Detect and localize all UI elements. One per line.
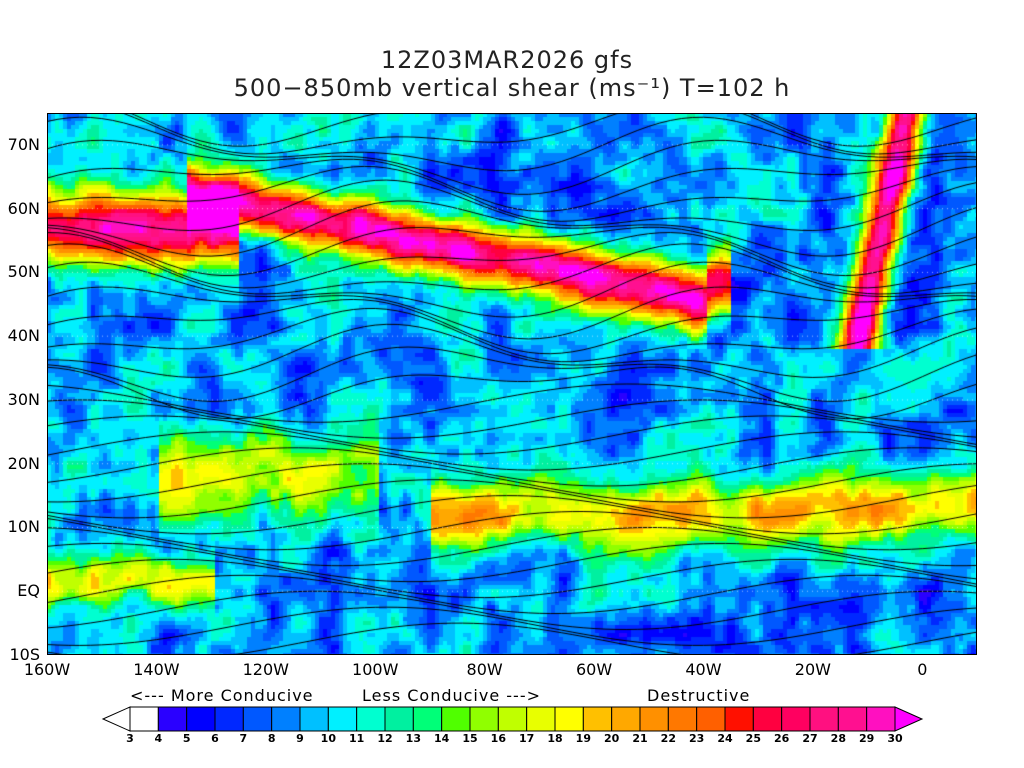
colorbar-box bbox=[582, 706, 613, 732]
legend-destructive: Destructive bbox=[647, 686, 751, 705]
colorbar-label: 17 bbox=[519, 732, 535, 745]
colorbar-label: 8 bbox=[267, 732, 276, 745]
colorbar-box bbox=[129, 706, 159, 732]
colorbar-box bbox=[384, 706, 414, 732]
colorbar-label: 10 bbox=[320, 732, 336, 745]
colorbar-box bbox=[667, 706, 698, 732]
lat-label: 10S bbox=[9, 645, 40, 664]
colorbar-label: 28 bbox=[830, 732, 846, 745]
colorbar-box bbox=[752, 706, 783, 732]
lat-label: 50N bbox=[7, 262, 40, 282]
lon-label: 100W bbox=[352, 660, 399, 679]
legend-more-conducive: <--- More Conducive bbox=[130, 686, 314, 705]
colorbar-label: 15 bbox=[462, 732, 478, 745]
colorbar-box bbox=[526, 706, 556, 732]
colorbar-label: 11 bbox=[349, 732, 365, 745]
lat-label: 60N bbox=[7, 198, 40, 218]
colorbar-box bbox=[441, 706, 471, 732]
colorbar-box bbox=[497, 706, 528, 732]
colorbar-label: 22 bbox=[660, 732, 676, 745]
colorbar-box bbox=[299, 706, 329, 732]
lat-label: 70N bbox=[7, 134, 40, 154]
colorbar-label: 6 bbox=[211, 732, 219, 745]
colorbar-box bbox=[214, 706, 244, 732]
colorbar-under-arrow bbox=[101, 706, 131, 732]
title-line-1: 12Z03MAR2026 gfs bbox=[380, 46, 634, 74]
colorbar-label: 29 bbox=[859, 732, 875, 745]
colorbar-box bbox=[554, 706, 584, 732]
colorbar-label: 4 bbox=[154, 732, 163, 745]
colorbar-label: 30 bbox=[887, 732, 903, 745]
colorbar-box bbox=[781, 706, 811, 732]
colorbar-box bbox=[271, 706, 301, 732]
colorbar-label: 18 bbox=[547, 732, 563, 745]
colorbar-label: 9 bbox=[296, 732, 304, 745]
lon-label: 20W bbox=[794, 660, 831, 679]
colorbar-label: 14 bbox=[434, 732, 450, 745]
colorbar-label: 20 bbox=[604, 732, 620, 745]
legend-less-conducive: Less Conducive ---> bbox=[362, 686, 541, 705]
colorbar-label: 16 bbox=[490, 732, 506, 745]
colorbar-box bbox=[469, 706, 499, 732]
colorbar-label: 24 bbox=[717, 732, 733, 745]
lon-label: 0 bbox=[917, 660, 928, 679]
colorbar-label: 5 bbox=[182, 732, 191, 745]
colorbar-box bbox=[611, 706, 641, 732]
lon-label: 80W bbox=[466, 660, 503, 679]
map-frame bbox=[47, 113, 977, 655]
lon-label: 140W bbox=[133, 660, 180, 679]
colorbar-label: 3 bbox=[126, 732, 134, 745]
colorbar-box bbox=[809, 706, 839, 732]
lat-label: EQ bbox=[17, 581, 40, 601]
shear-field-map bbox=[47, 113, 977, 655]
colorbar-label: 26 bbox=[774, 732, 790, 745]
colorbar-label: 23 bbox=[689, 732, 705, 745]
lat-label: 40N bbox=[7, 326, 40, 346]
colorbar-box bbox=[356, 706, 386, 732]
colorbar-box bbox=[724, 706, 754, 732]
colorbar-label: 25 bbox=[745, 732, 761, 745]
lon-label: 120W bbox=[242, 660, 289, 679]
lon-label: 160W bbox=[23, 660, 71, 679]
lat-label: 30N bbox=[7, 389, 40, 409]
colorbar bbox=[101, 706, 924, 732]
lat-label: 20N bbox=[7, 453, 40, 473]
colorbar-box bbox=[696, 706, 726, 732]
colorbar-label: 21 bbox=[632, 732, 648, 745]
colorbar-box bbox=[186, 706, 216, 732]
colorbar-label: 12 bbox=[377, 732, 393, 745]
colorbar-box bbox=[157, 706, 188, 732]
colorbar-box bbox=[412, 706, 443, 732]
colorbar-label: 19 bbox=[575, 732, 591, 745]
colorbar-box bbox=[242, 706, 273, 732]
colorbar-label: 27 bbox=[802, 732, 818, 745]
title-line-2: 500−850mb vertical shear (ms⁻¹) T=102 h bbox=[233, 74, 791, 102]
lon-label: 40W bbox=[685, 660, 722, 679]
colorbar-label: 13 bbox=[405, 732, 421, 745]
colorbar-over-arrow bbox=[894, 706, 924, 732]
lon-label: 60W bbox=[575, 660, 613, 679]
colorbar-box bbox=[327, 706, 358, 732]
lat-label: 10N bbox=[7, 517, 40, 537]
colorbar-label: 7 bbox=[239, 732, 248, 745]
colorbar-box bbox=[837, 706, 868, 732]
colorbar-box bbox=[639, 706, 669, 732]
colorbar-box bbox=[866, 706, 896, 732]
